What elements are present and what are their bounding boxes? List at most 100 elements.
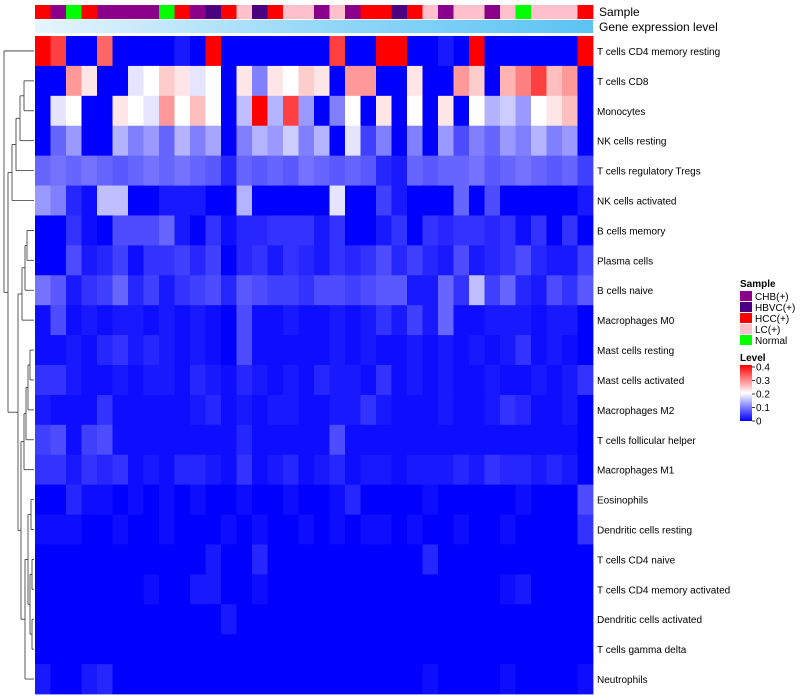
heatmap-cell [360, 604, 377, 635]
heatmap-cell [236, 514, 253, 545]
heatmap-cell [345, 36, 361, 67]
heatmap-cell [236, 574, 253, 605]
heatmap-cell [174, 185, 191, 216]
heatmap-cell [81, 514, 98, 545]
heatmap-cell [143, 305, 160, 336]
heatmap-cell [345, 634, 361, 665]
heatmap-cell [345, 125, 361, 157]
heatmap-cell [174, 484, 191, 515]
heatmap-cell [484, 604, 501, 635]
heatmap-cell [531, 95, 547, 127]
heatmap-cell [345, 604, 361, 635]
heatmap-cell [143, 365, 160, 396]
heatmap-cell [236, 634, 253, 665]
heatmap-cell [81, 275, 98, 306]
heatmap-cell [221, 65, 237, 97]
sample-annotation-cell [329, 5, 346, 19]
heatmap-cell [221, 305, 237, 336]
heatmap-cell [128, 65, 144, 97]
heatmap-cell [484, 394, 501, 426]
legend-level-tick-label: 0.2 [756, 390, 770, 401]
heatmap-cell [329, 664, 346, 695]
heatmap-cell [298, 514, 315, 545]
legend-swatch [740, 291, 752, 301]
heatmap-cell [267, 36, 284, 67]
heatmap-cell [577, 275, 594, 306]
heatmap-cell [283, 335, 299, 366]
heatmap-cell [143, 634, 160, 665]
heatmap-cell [515, 514, 532, 545]
heatmap-cell [112, 544, 129, 575]
heatmap-cell [407, 574, 423, 605]
heatmap-cell [283, 514, 299, 545]
heatmap-cell [97, 245, 113, 276]
heatmap-cell [190, 394, 206, 426]
heatmap-cell [128, 634, 144, 665]
heatmap-cell [221, 574, 237, 605]
heatmap-cell [577, 514, 594, 545]
sample-annotation-cell [112, 5, 129, 19]
heatmap-cell [205, 155, 222, 186]
heatmap-cell [128, 185, 144, 216]
heatmap-cell [174, 305, 191, 336]
heatmap-cell [314, 95, 330, 127]
heatmap-cell [345, 454, 361, 486]
heatmap-cell [438, 454, 454, 486]
heatmap-cell [453, 125, 470, 157]
heatmap-cell [143, 454, 160, 486]
heatmap-cell [205, 215, 222, 246]
heatmap-cell [283, 544, 299, 575]
heatmap-cell [562, 484, 578, 515]
heatmap-cell [546, 36, 563, 67]
heatmap-cell [484, 634, 501, 665]
row-label: T cells CD4 memory resting [597, 47, 720, 58]
heatmap-cell [159, 65, 175, 97]
heatmap-cell [360, 454, 377, 486]
heatmap-cell [469, 634, 485, 665]
heatmap-cell [469, 664, 485, 695]
heatmap-cell [329, 245, 346, 276]
heatmap-cell [35, 155, 51, 186]
heatmap-cell [35, 514, 51, 545]
heatmap-cell [221, 245, 237, 276]
sample-annotation-cell [221, 5, 237, 19]
heatmap-cell [236, 155, 253, 186]
heatmap-cell [298, 574, 315, 605]
heatmap-cell [252, 544, 268, 575]
heatmap-cell [453, 574, 470, 605]
heatmap-cell [128, 664, 144, 695]
row-label: Mast cells activated [597, 376, 684, 387]
heatmap-cell [531, 125, 547, 157]
heatmap-cell [407, 95, 423, 127]
heatmap-cell [546, 574, 563, 605]
sample-annotation-cell [252, 5, 268, 19]
heatmap-cell [190, 95, 206, 127]
heatmap-cell [577, 65, 594, 97]
heatmap-cell [267, 574, 284, 605]
heatmap-cell [515, 574, 532, 605]
sample-annotation-cell [314, 5, 330, 19]
heatmap-cell [236, 604, 253, 635]
heatmap-cell [112, 335, 129, 366]
heatmap-cell [531, 365, 547, 396]
heatmap-cell [391, 574, 408, 605]
heatmap-cell [159, 424, 175, 456]
heatmap-cell [143, 394, 160, 426]
heatmap-cell [97, 394, 113, 426]
heatmap-cell [159, 245, 175, 276]
heatmap-cell [252, 95, 268, 127]
legend-entry-label: Normal [755, 336, 787, 347]
heatmap-cell [562, 574, 578, 605]
heatmap-cell [236, 335, 253, 366]
heatmap-cell [515, 604, 532, 635]
heatmap-cell [190, 514, 206, 545]
heatmap-cell [562, 634, 578, 665]
row-labels: T cells CD4 memory resting T cells CD8 Mon… [597, 47, 730, 686]
heatmap-cell [252, 335, 268, 366]
heatmap-cell [531, 215, 547, 246]
heatmap-cell [50, 335, 67, 366]
heatmap-cell [407, 454, 423, 486]
heatmap-cell [190, 604, 206, 635]
heatmap-cell [376, 245, 392, 276]
heatmap-cell [422, 484, 439, 515]
